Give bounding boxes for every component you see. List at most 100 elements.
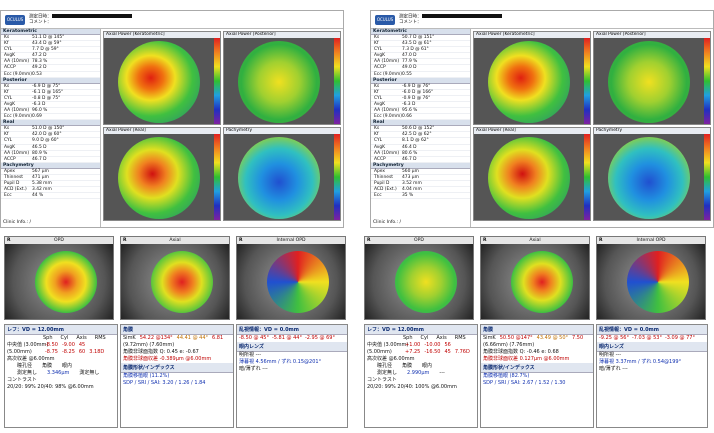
refraction-cell: -9.00	[61, 342, 75, 348]
color-map-disc	[608, 137, 690, 219]
pupil-row: 瞳孔径 角膜 眼内	[365, 363, 477, 370]
topo-map[interactable]: Pachymetry	[223, 127, 341, 221]
eye-label: R	[239, 238, 243, 243]
col-header: Sph	[403, 335, 413, 341]
map-title-bar: R Axial	[121, 237, 229, 244]
section-title-pachymetry: Pachymetry	[1, 162, 100, 169]
refraction-cell: 60	[78, 349, 86, 355]
contrast-label: コントラスト	[367, 377, 397, 383]
values-column: Keratometric Ks 50.7 D @ 151° Kf 43.5 D @ 61…	[371, 29, 471, 227]
value-reading: 0.66	[402, 114, 412, 120]
simk-label: SimK	[483, 335, 496, 341]
value-row: Ecc (9.0mm) 0.69	[1, 114, 100, 121]
topo-map[interactable]: Axial Power [Real]	[103, 127, 221, 221]
measure-row: 測定無し 3.346µm 測定無し	[5, 370, 117, 377]
col-header: Cyl	[60, 335, 69, 341]
value-row: Kf 42.5 D @ 62°	[371, 132, 470, 139]
opd-map[interactable]: R Axial	[120, 236, 230, 320]
value-row: ACCP 46.7 D	[1, 157, 100, 163]
value-row: AvgK -6.3 D	[371, 101, 470, 109]
value-reading: 49.2 D	[32, 65, 47, 71]
index-title: 角膜形状/インデックス	[481, 363, 593, 373]
value-row: CYL 7.3 D @ 61°	[371, 47, 470, 54]
opd-map[interactable]: R OPD	[4, 236, 114, 320]
measure-1: 測定無し	[377, 370, 398, 376]
oculus-logo: OCULUS	[5, 14, 25, 25]
comment-label: コメント：	[399, 19, 422, 25]
asphericity-index: 角膜非球面指数 Q: -0.46 e: 0.68	[483, 349, 559, 355]
value-label: AA (10mm)	[374, 150, 400, 156]
value-label: Ks	[374, 83, 380, 89]
refraction-cell: 中央值 (3.00mm)	[367, 342, 409, 348]
value-row: Kf 43.5 D @ 61°	[371, 41, 470, 48]
value-row: Ecc 35 %	[371, 193, 470, 200]
topo-map[interactable]: Axial Power [Posterior]	[593, 31, 711, 125]
simk-row: SimK 50.50 @147° 43.49 @ 50° 7.50	[481, 335, 593, 342]
color-scale	[584, 134, 590, 220]
value-label: ACCP	[374, 156, 386, 162]
value-label: AvgK	[4, 101, 16, 107]
value-reading: -0.9 D @ 76°	[402, 95, 431, 101]
value-row: ACCP 49.0 D	[371, 65, 470, 72]
index-title: 角膜形状/インデックス	[121, 363, 233, 373]
map-title-bar: R OPD	[5, 237, 113, 244]
refraction-title: レフ：VD = 12.00mm	[5, 325, 117, 335]
refraction-row: (5.00mm) +7.25 -16.50 45 7.76D	[365, 349, 477, 356]
color-scale	[584, 38, 590, 124]
refraction-cell: 45	[78, 342, 86, 348]
refraction-row: 中央值 (3.00mm) -8.50 -9.00 45	[5, 342, 117, 349]
map-title: Axial Power [Keratometric]	[474, 32, 590, 38]
map-title: Axial	[529, 238, 541, 243]
opd-report-right: R OPD R Axial R Internal OPD レフ：VD = 12.00mm Sp…	[364, 236, 710, 429]
value-reading: 78.3 %	[32, 59, 48, 65]
value-reading: 43.4 D @ 59°	[32, 41, 62, 47]
value-row: AA (10mm) 80.9 %	[1, 151, 100, 157]
measurement-date-label: 測定日時：	[399, 14, 422, 20]
sdp-sri-sai: SDP / SRI / SAI: 3.20 / 1.26 / 1.84	[123, 380, 206, 386]
value-row: AA (10mm) 78.3 %	[1, 59, 100, 66]
hoa-label: 高次収差 @6.00mm	[367, 356, 415, 362]
value-reading: 47.0 D	[402, 53, 417, 59]
value-reading: 51.1 D @ 145°	[32, 35, 65, 40]
refraction-row: (5.00mm) -8.75 -8.25 60 3.18D	[5, 349, 117, 356]
color-map-disc	[488, 137, 570, 219]
section-title-posterior: Posterior	[371, 77, 470, 84]
opd-map[interactable]: R Internal OPD	[596, 236, 706, 320]
value-row: AvgK 47.0 D	[371, 53, 470, 60]
value-reading: 80.9 %	[32, 150, 48, 156]
simk-k1: 50.50 @147°	[499, 335, 533, 341]
value-label: Kf	[4, 132, 9, 138]
value-label: AA (10mm)	[4, 108, 30, 114]
refraction-cell: -10.00	[424, 342, 441, 348]
value-reading: 7.3 D @ 61°	[402, 47, 429, 53]
simk-k2: 44.41 @ 44°	[176, 335, 209, 341]
value-reading: 560 µm	[402, 168, 419, 174]
simk-sub: (9.72mm) (7.60mm)	[123, 342, 175, 348]
value-row: Ks 50.7 D @ 151°	[371, 35, 470, 42]
color-map-disc	[238, 137, 320, 219]
refraction-cell: -16.50	[424, 349, 441, 355]
simk-cyl: 7.50	[572, 335, 584, 341]
color-map-disc	[608, 41, 690, 123]
value-reading: 51.0 D @ 150°	[32, 126, 65, 132]
value-row: Kf -6.0 D @ 166°	[371, 90, 470, 96]
value-label: Ks	[4, 83, 10, 89]
refraction-title: レフ：VD = 12.00mm	[365, 325, 477, 335]
value-reading: -6.3 D	[402, 101, 416, 107]
refraction-cell: -8.25	[61, 349, 75, 355]
eye-label: R	[599, 238, 603, 243]
refraction-cell: 3.18D	[89, 349, 105, 355]
topo-map[interactable]: Axial Power [Real]	[473, 127, 591, 221]
value-reading: 77.9 %	[402, 59, 418, 65]
opd-map[interactable]: R OPD	[364, 236, 474, 320]
col-header: RMS	[94, 335, 106, 341]
topo-map[interactable]: Axial Power [Keratometric]	[103, 31, 221, 125]
opd-map[interactable]: R Internal OPD	[236, 236, 346, 320]
topo-map[interactable]: Axial Power [Keratometric]	[473, 31, 591, 125]
topo-map[interactable]: Pachymetry	[593, 127, 711, 221]
topo-map[interactable]: Axial Power [Posterior]	[223, 31, 341, 125]
contrast-label: コントラスト	[7, 377, 37, 383]
measure-row: 測定無し 2.990µm ---	[365, 370, 477, 377]
eye-label: R	[483, 238, 487, 243]
opd-map[interactable]: R Axial	[480, 236, 590, 320]
